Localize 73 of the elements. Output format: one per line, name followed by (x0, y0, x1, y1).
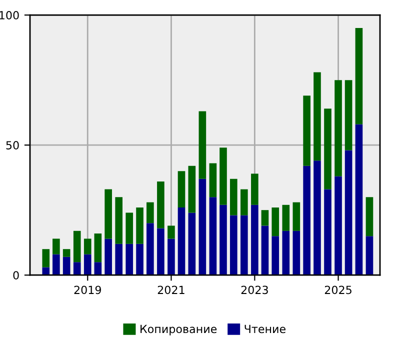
legend-label: Копирование (140, 324, 217, 336)
bar (344, 80, 352, 150)
bar (73, 262, 81, 276)
bar (84, 238, 92, 254)
bar (198, 111, 206, 179)
x-tick-label: 2025 (324, 286, 352, 294)
bar (84, 254, 92, 276)
bar (157, 181, 164, 228)
bar (261, 226, 269, 276)
bar (324, 108, 332, 190)
bar (126, 244, 134, 276)
x-tick-label: 2023 (241, 286, 268, 294)
bar (136, 244, 144, 276)
bar (104, 238, 112, 276)
y-tick-label: 100 (0, 11, 19, 20)
y-tick-label: 50 (6, 141, 19, 150)
bar (209, 163, 217, 198)
bar (146, 202, 154, 224)
bar (355, 28, 363, 124)
bar (168, 226, 175, 239)
bar (324, 189, 332, 276)
bar (292, 202, 300, 231)
bar (52, 238, 60, 254)
bar (146, 223, 154, 276)
bar (126, 212, 134, 244)
bar (52, 254, 60, 276)
bar (282, 204, 290, 231)
x-tick-label: 2021 (158, 286, 184, 294)
bar (62, 249, 70, 257)
bar (168, 238, 175, 276)
bar (94, 262, 102, 276)
bar (355, 124, 363, 276)
bar (282, 230, 290, 276)
bar (73, 230, 81, 262)
bar (157, 228, 164, 276)
bar (42, 267, 50, 276)
bar (334, 176, 342, 276)
bar (230, 178, 238, 216)
bar (251, 204, 258, 276)
legend-label: Чтение (244, 324, 286, 334)
y-tick-label: 0 (13, 271, 19, 280)
bar (188, 166, 196, 213)
bar (136, 207, 144, 244)
bar (178, 207, 186, 276)
bar (261, 210, 269, 226)
bar (292, 230, 300, 276)
bar (115, 244, 122, 276)
bar (334, 80, 342, 176)
bar (230, 215, 238, 276)
bar (303, 166, 310, 276)
bar (344, 150, 352, 276)
bar (188, 212, 196, 276)
bar (220, 204, 227, 276)
bar (272, 207, 280, 236)
bar (42, 249, 50, 268)
bar (240, 215, 248, 276)
bar (198, 178, 206, 276)
bar (240, 189, 248, 216)
bar (115, 197, 122, 244)
bar (251, 174, 258, 205)
bar (272, 236, 280, 276)
bar (94, 233, 102, 262)
bar (314, 72, 321, 161)
bar (220, 148, 227, 205)
bar (178, 171, 186, 208)
bar (62, 256, 70, 276)
bar (314, 160, 321, 276)
bar (303, 96, 310, 166)
bar (366, 197, 374, 236)
x-tick-label: 2019 (74, 286, 101, 294)
bar (366, 236, 374, 276)
bar (209, 197, 217, 276)
bar (104, 189, 112, 239)
